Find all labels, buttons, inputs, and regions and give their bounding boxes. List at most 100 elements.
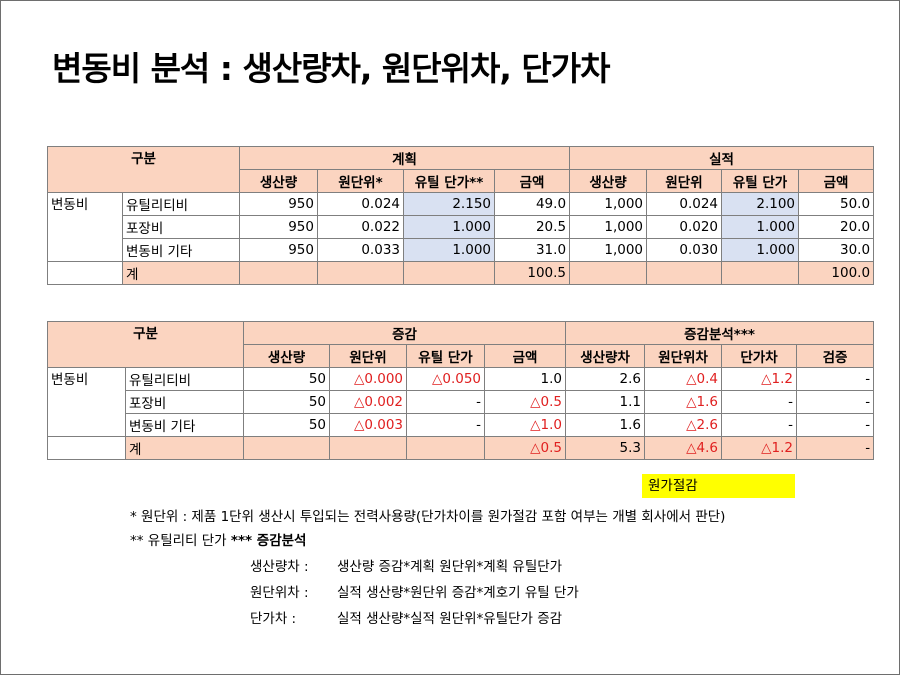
subheader-actual-amount: 금액 (798, 169, 875, 193)
cell (406, 436, 485, 460)
cell (243, 436, 330, 460)
cell: - (406, 390, 485, 414)
note-utility-price: ** 유틸리티 단가 *** 증감분석 (130, 529, 306, 549)
subheader-change-qty: 생산량 (243, 344, 330, 368)
cell: △2.6 (644, 413, 723, 437)
cell: 0.020 (646, 215, 723, 239)
subheader-unit-diff: 원단위차 (644, 344, 723, 368)
header-gubun: 구분 (47, 321, 244, 368)
cell: 50 (243, 367, 330, 391)
header-plan: 계획 (238, 146, 571, 170)
cell: △1.2 (721, 367, 798, 391)
total-actual-amount: 100.0 (798, 261, 875, 285)
item-name: 변동비 기타 (125, 413, 244, 437)
table-row: 포장비 50 △0.002 - △0.5 1.1 △1.6 - - (48, 390, 875, 414)
table-row: 변동비 기타 950 0.033 1.000 31.0 1,000 0.030 … (48, 238, 875, 262)
cell: 31.0 (493, 238, 571, 262)
cell: 0.024 (317, 192, 404, 216)
cell (329, 436, 407, 460)
item-name: 변동비 기타 (122, 238, 240, 262)
subheader-qty-diff: 생산량차 (565, 344, 646, 368)
total-blank (47, 436, 126, 460)
note-utility-price-text: ** 유틸리티 단가 (130, 533, 227, 549)
total-label: 계 (125, 436, 244, 460)
total-verify: - (796, 436, 875, 460)
header-gubun: 구분 (47, 146, 240, 193)
cell: - (796, 413, 875, 437)
cell: 1.000 (403, 215, 495, 239)
cell: △0.4 (644, 367, 723, 391)
category-cell: 변동비 (47, 367, 126, 437)
formula-unit-label: 원단위차 : (250, 585, 309, 601)
cell: 50.0 (798, 192, 875, 216)
total-row: 계 100.5 100.0 (47, 261, 875, 285)
cell: △1.6 (644, 390, 723, 414)
cell: 2.100 (721, 192, 800, 216)
plan-actual-table: 구분 계획 실적 생산량 원단위* 유틸 단가** 금액 생산량 원단위 유틸 … (47, 146, 875, 285)
cell: 950 (239, 215, 318, 239)
cell: 950 (239, 238, 318, 262)
subheader-plan-qty: 생산량 (239, 169, 318, 193)
cell (569, 261, 648, 285)
item-name: 포장비 (122, 215, 240, 239)
cell: △0.003 (329, 413, 407, 437)
formula-price-text: 실적 생산량*실적 원단위*유틸단가 증감 (337, 611, 563, 627)
cell: 1,000 (569, 192, 648, 216)
total-row: 계 △0.5 5.3 △4.6 △1.2 - (47, 436, 875, 460)
subheader-change-amount: 금액 (483, 344, 567, 368)
cell: △0.050 (406, 367, 485, 391)
cell: 1.6 (565, 413, 646, 437)
subheader-change-price: 유틸 단가 (406, 344, 485, 368)
subheader-plan-price: 유틸 단가** (403, 169, 495, 193)
item-name: 유틸리티비 (122, 192, 240, 216)
cell: 1,000 (569, 215, 648, 239)
formula-qty-label: 생산량차 : (250, 559, 309, 575)
cell: 49.0 (493, 192, 571, 216)
header-change: 증감 (242, 321, 567, 345)
total-plan-amount: 100.5 (493, 261, 571, 285)
variance-table: 구분 증감 증감분석*** 생산량 원단위 유틸 단가 금액 생산량차 원단위차… (47, 321, 875, 460)
subheader-actual-price: 유틸 단가 (721, 169, 800, 193)
cell: △0.5 (483, 390, 567, 414)
cell: 1.1 (565, 390, 646, 414)
subheader-price-diff: 단가차 (721, 344, 798, 368)
total-blank (47, 261, 123, 285)
table-row: 변동비 기타 50 △0.003 - △1.0 1.6 △2.6 - - (48, 413, 875, 437)
cell: 2.6 (565, 367, 646, 391)
cell (721, 261, 800, 285)
cell: △0.000 (329, 367, 407, 391)
header-actual: 실적 (569, 146, 875, 170)
header-analysis: 증감분석*** (565, 321, 875, 345)
subheader-plan-amount: 금액 (493, 169, 571, 193)
cell: 0.033 (317, 238, 404, 262)
page-title: 변동비 분석 : 생산량차, 원단위차, 단가차 (52, 49, 610, 88)
cell (646, 261, 723, 285)
cell: 1.000 (721, 238, 800, 262)
cell (403, 261, 495, 285)
cell: 20.5 (493, 215, 571, 239)
cell: 950 (239, 192, 318, 216)
item-name: 포장비 (125, 390, 244, 414)
cell: 0.030 (646, 238, 723, 262)
subheader-change-unit: 원단위 (329, 344, 407, 368)
cell: 0.024 (646, 192, 723, 216)
subheader-actual-qty: 생산량 (569, 169, 648, 193)
subheader-actual-unit: 원단위 (646, 169, 723, 193)
table-row: 포장비 950 0.022 1.000 20.5 1,000 0.020 1.0… (48, 215, 875, 239)
cost-saving-highlight: 원가절감 (642, 474, 795, 498)
cell: - (796, 367, 875, 391)
cell: 0.022 (317, 215, 404, 239)
cell: △1.0 (483, 413, 567, 437)
cell (239, 261, 318, 285)
cell: 2.150 (403, 192, 495, 216)
total-amount: △0.5 (483, 436, 567, 460)
subheader-plan-unit: 원단위* (317, 169, 404, 193)
cell: 50 (243, 413, 330, 437)
note-unit-definition: * 원단위 : 제품 1단위 생산시 투입되는 전력사용량(단가차이를 원가절감… (130, 509, 726, 525)
cell: 1.000 (721, 215, 800, 239)
category-cell: 변동비 (47, 192, 123, 262)
total-price-diff: △1.2 (721, 436, 798, 460)
cell: 30.0 (798, 238, 875, 262)
formula-qty-text: 생산량 증감*계획 원단위*계획 유틸단가 (337, 559, 563, 575)
item-name: 유틸리티비 (125, 367, 244, 391)
